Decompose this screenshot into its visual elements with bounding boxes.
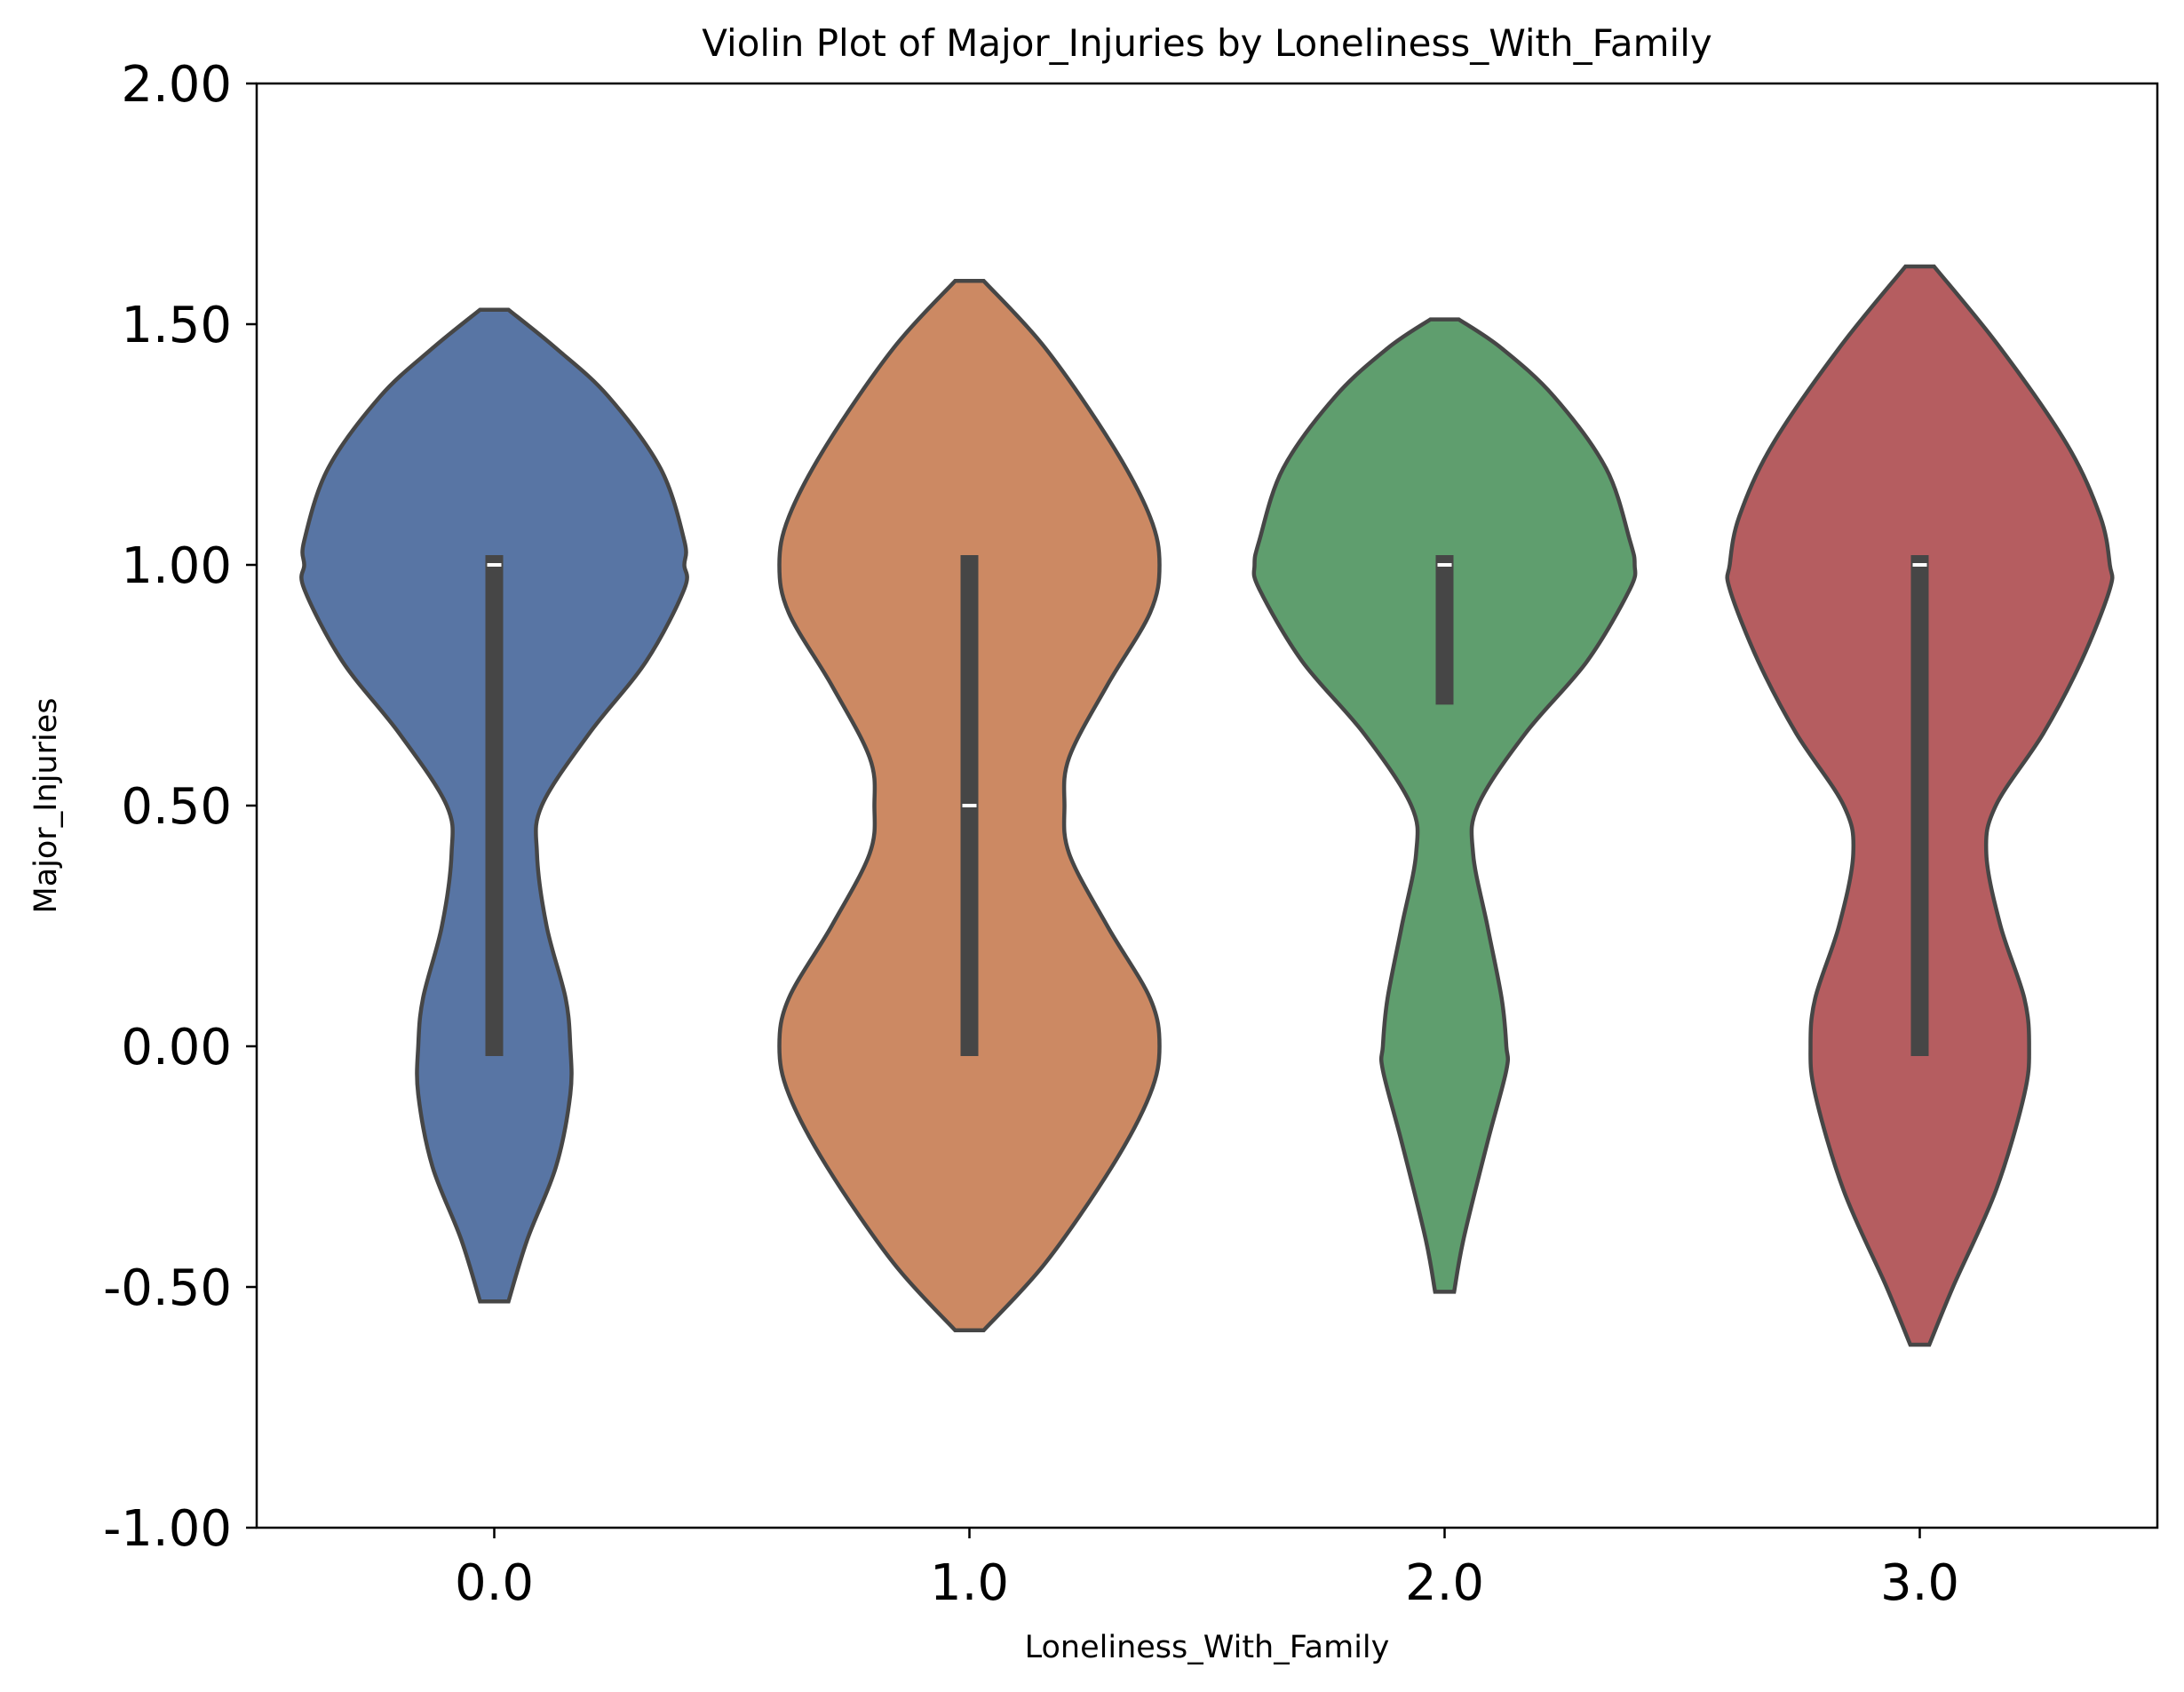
y-tick-label: 0.50 xyxy=(121,778,232,836)
x-axis-label: Loneliness_With_Family xyxy=(1025,1630,1390,1665)
x-tick-label: 2.0 xyxy=(1405,1554,1484,1612)
y-tick-label: 1.50 xyxy=(121,297,232,354)
x-tick-label: 0.0 xyxy=(455,1554,534,1612)
y-axis-label: Major_Injuries xyxy=(28,698,64,914)
x-tick-label: 3.0 xyxy=(1880,1554,1959,1612)
y-tick-label: 2.00 xyxy=(121,56,232,114)
y-axis: -1.00 -0.50 0.00 0.50 1.00 1.50 2.00 xyxy=(103,56,257,1558)
y-tick-label: -1.00 xyxy=(103,1500,232,1558)
iqr-box-3.0 xyxy=(1910,555,1929,1056)
y-tick-label: -0.50 xyxy=(103,1259,232,1317)
violin-2.0 xyxy=(1251,317,1638,1294)
y-tick-label: 0.00 xyxy=(121,1019,232,1076)
chart-title: Violin Plot of Major_Injuries by Lonelin… xyxy=(702,21,1712,65)
iqr-box-0.0 xyxy=(485,555,504,1056)
x-axis: 0.0 1.0 2.0 3.0 xyxy=(455,1528,1959,1612)
y-tick-label: 1.00 xyxy=(121,537,232,595)
iqr-box-2.0 xyxy=(1435,555,1454,705)
x-tick-label: 1.0 xyxy=(930,1554,1009,1612)
boxes-layer xyxy=(485,555,1929,1056)
